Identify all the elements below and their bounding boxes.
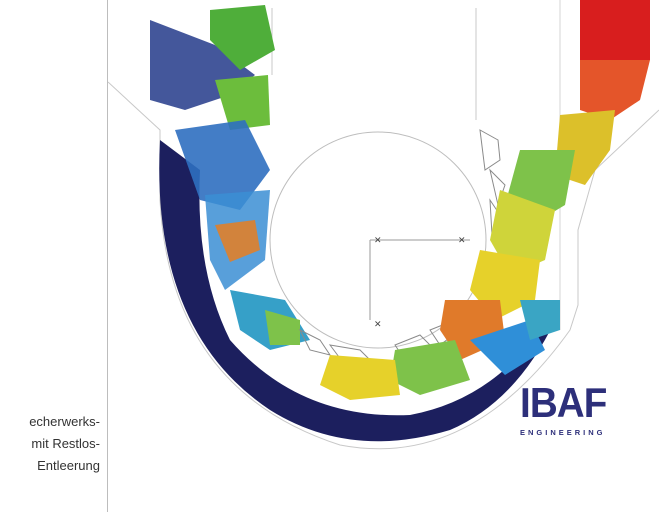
- particles-left-upper: [150, 5, 310, 350]
- ibaf-logo: IBAF ENGINEERING: [520, 380, 640, 440]
- image-frame: [107, 0, 659, 512]
- particles-right-chute: [320, 0, 650, 400]
- svg-text:✕: ✕: [458, 235, 466, 245]
- caption-line-3: Entleerung: [37, 458, 100, 473]
- caption-line-1: echerwerks-: [29, 414, 100, 429]
- svg-text:✕: ✕: [374, 319, 382, 329]
- svg-text:✕: ✕: [374, 235, 382, 245]
- logo-wordmark: IBAF: [520, 379, 607, 426]
- simulation-figure: ✕ ✕ ✕: [108, 0, 659, 450]
- caption-line-2: mit Restlos-: [31, 436, 100, 451]
- logo-subtitle: ENGINEERING: [520, 428, 606, 437]
- figure-caption: echerwerks- mit Restlos- Entleerung: [0, 411, 100, 477]
